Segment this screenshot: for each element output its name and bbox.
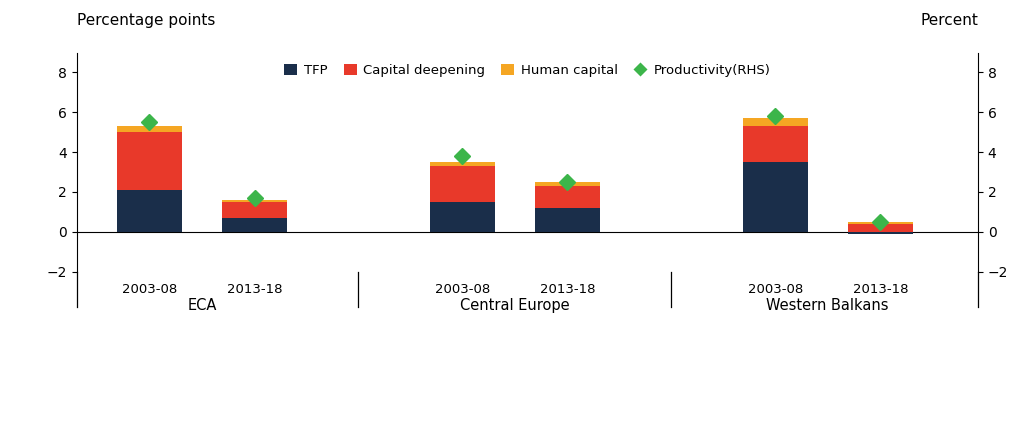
- Bar: [222, 202, 287, 218]
- Text: 2003-08: 2003-08: [434, 283, 489, 296]
- Bar: [848, 224, 912, 232]
- Bar: [535, 182, 600, 186]
- Bar: [117, 132, 182, 190]
- Text: Western Balkans: Western Balkans: [767, 298, 889, 314]
- Text: 2013-18: 2013-18: [853, 283, 908, 296]
- Bar: [535, 186, 600, 208]
- Bar: [222, 200, 287, 202]
- Text: Percentage points: Percentage points: [77, 13, 215, 28]
- Bar: [535, 208, 600, 232]
- Bar: [117, 190, 182, 232]
- Bar: [848, 232, 912, 234]
- Bar: [742, 162, 808, 232]
- Legend: TFP, Capital deepening, Human capital, Productivity(RHS): TFP, Capital deepening, Human capital, P…: [279, 59, 776, 83]
- Bar: [430, 162, 495, 166]
- Bar: [430, 202, 495, 232]
- Text: 2003-08: 2003-08: [748, 283, 803, 296]
- Bar: [742, 126, 808, 162]
- Bar: [742, 118, 808, 126]
- Text: 2013-18: 2013-18: [540, 283, 595, 296]
- Text: Central Europe: Central Europe: [460, 298, 569, 314]
- Text: 2003-08: 2003-08: [122, 283, 177, 296]
- Text: 2013-18: 2013-18: [226, 283, 283, 296]
- Bar: [848, 222, 912, 224]
- Bar: [222, 218, 287, 232]
- Bar: [117, 126, 182, 132]
- Text: Percent: Percent: [920, 13, 978, 28]
- Bar: [430, 166, 495, 202]
- Text: ECA: ECA: [187, 298, 217, 314]
